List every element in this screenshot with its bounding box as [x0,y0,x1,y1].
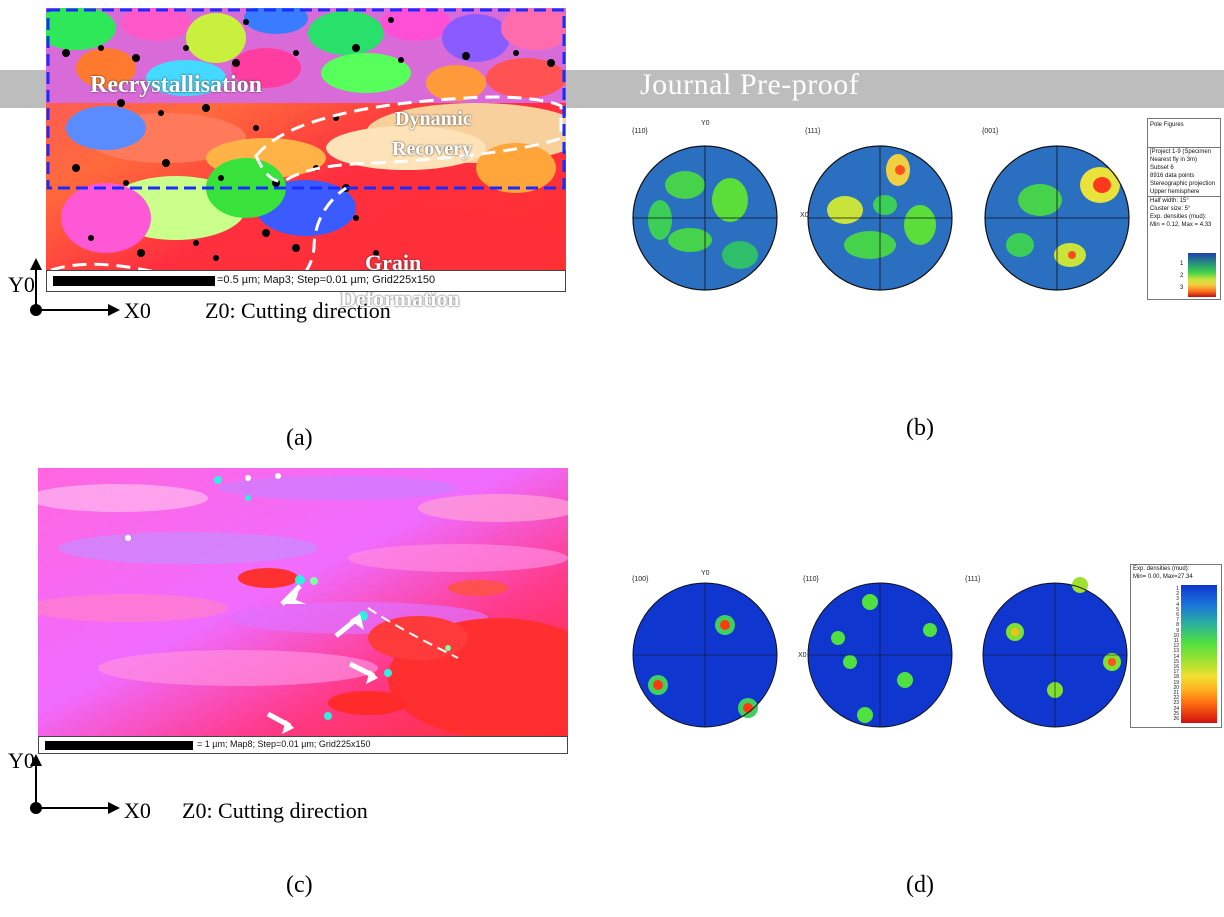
legend-d-tick: 18 [1173,674,1179,681]
axes-c [30,754,120,814]
legend-d-tick: 14 [1173,653,1179,660]
axis-x0-c: X0 [124,798,151,823]
dynamic-recovery-label-line2: Recovery [392,138,472,160]
legend-b-line-1: Nearest fly in 3m) [1150,157,1198,163]
legend-b-tick-1: 1 [1180,261,1184,267]
legend-b: Pole Figures [Project 1-9 (Specimen Near… [1147,118,1221,300]
legend-b-title: Pole Figures [1148,119,1220,148]
pole-label-d-2: {111} [965,576,981,583]
axis-x0-a: X0 [124,298,151,323]
legend-b-tick-2: 2 [1180,273,1184,279]
axis-x0-b: X0 [800,212,809,219]
axis-x0-d: X0 [798,652,807,659]
pole-figure-d-110 [807,582,953,728]
axis-y0-b: Y0 [701,120,710,127]
ebsd-map-a [46,8,566,270]
legend-d-tick: 20 [1173,684,1179,691]
legend-d-tick: 11 [1173,638,1179,645]
scalebar-c: = 1 µm; Map8; Step=0.01 µm; Grid225x150 [38,736,568,754]
pole-figure-d-100 [632,582,778,728]
legend-d-ticks: 1 2 3 4 5 6 7 8 9 10 11 12 13 14 15 16 1… [1161,586,1179,723]
pole-figure-b-110 [632,145,778,291]
legend-d-title: Exp. densities (mud): [1133,566,1190,572]
scalebar-c-text: = 1 µm; Map8; Step=0.01 µm; Grid225x150 [197,739,371,749]
axes-a [30,258,120,316]
recrystallisation-label: Recrystallisation [90,72,262,98]
pole-label-b-0: {110} [632,128,648,135]
legend-b-line-8: Exp. densities (mud): [1150,214,1207,220]
pole-label-d-0: {100} [632,576,649,583]
axis-y0-a: Y0 [8,272,35,297]
legend-d-tick: 12 [1173,643,1179,650]
pole-label-b-2: {001} [982,128,999,135]
legend-b-line-7: Cluster size: 5° [1150,206,1191,212]
pole-figure-b-001 [984,145,1130,291]
cutting-direction-c: Z0: Cutting direction [182,798,368,823]
legend-d-tick: 8 [1176,622,1179,629]
panel-d: {100} {110} {111} Y0 X0 Exp. densities (… [620,560,1224,917]
legend-d: Exp. densities (mud): Min= 0.00, Max=27.… [1130,564,1222,728]
panel-b: {110} {111} {001} Y0 X0 Pole Figures [Pr… [620,110,1224,460]
caption-d: (d) [906,872,934,898]
pole-figure-b-111 [807,145,953,291]
legend-d-minmax: Min= 0.00, Max=27.34 [1133,574,1193,580]
legend-d-tick: 16 [1173,664,1179,671]
legend-d-tick: 9 [1176,627,1179,634]
legend-d-tick: 10 [1173,632,1179,639]
legend-d-tick: 13 [1173,648,1179,655]
legend-d-tick: 19 [1173,679,1179,686]
pole-figures-d [632,577,1128,728]
legend-d-tick: 22 [1173,695,1179,702]
legend-d-tick: 1 [1176,586,1179,592]
legend-b-line-4: Stereographic projection [1150,181,1216,187]
legend-d-tick: 26 [1173,716,1179,723]
pole-label-b-1: {111} [805,128,821,135]
pole-label-d-1: {110} [803,576,819,583]
ebsd-map-c [38,468,568,736]
legend-b-line-3: 8916 data points [1150,173,1195,179]
legend-b-colorbar [1188,253,1216,297]
legend-d-tick: 17 [1173,669,1179,676]
legend-d-tick: 24 [1173,705,1179,712]
axis-y0-c: Y0 [8,748,35,773]
dynamic-recovery-label-line1: Dynamic [395,108,472,130]
legend-b-line-0: [Project 1-9 (Specimen [1150,149,1212,155]
legend-d-tick: 2 [1176,591,1179,598]
scalebar-a: =0.5 µm; Map3; Step=0.01 µm; Grid225x150 [46,270,566,292]
panel-c: = 1 µm; Map8; Step=0.01 µm; Grid225x150 … [0,460,600,917]
axis-y0-d: Y0 [701,570,710,577]
legend-d-tick: 6 [1176,612,1179,619]
cutting-direction-a: Z0: Cutting direction [205,298,391,323]
caption-c: (c) [286,872,313,898]
legend-d-tick: 3 [1176,596,1179,603]
caption-a: (a) [286,425,313,451]
preproof-watermark: Journal Pre-proof [640,68,860,101]
scalebar-a-text: =0.5 µm; Map3; Step=0.01 µm; Grid225x150 [217,274,436,286]
legend-b-line-2: Subset 6 [1150,165,1174,171]
legend-d-tick: 4 [1176,601,1179,608]
scalebar-c-bar [45,741,193,750]
caption-b: (b) [906,415,934,441]
scalebar-a-bar [53,276,215,286]
legend-d-tick: 15 [1173,658,1179,665]
legend-b-tick-3: 3 [1180,285,1184,291]
legend-b-line-6: Half width: 15° [1150,198,1189,204]
legend-d-tick: 23 [1173,700,1179,707]
pole-figures-b [632,145,1130,291]
panel-a: Recrystallisation Dynamic Recovery Grain… [0,0,600,460]
legend-d-tick: 21 [1173,690,1179,697]
legend-b-line-9: Min = 0.12, Max = 4.33 [1150,222,1212,228]
pole-figure-d-111 [982,577,1128,728]
legend-d-tick: 25 [1173,710,1179,717]
legend-b-line-5: Upper hemisphere [1148,188,1220,197]
legend-d-colorbar [1181,585,1217,723]
legend-d-tick: 7 [1176,617,1179,624]
legend-d-tick: 5 [1176,606,1179,613]
